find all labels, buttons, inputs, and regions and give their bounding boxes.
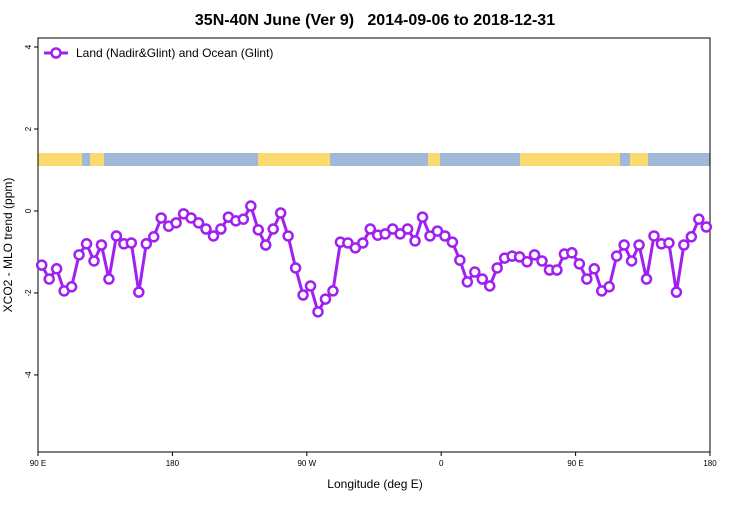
data-point xyxy=(357,237,369,249)
x-axis-label: Longitude (deg E) xyxy=(327,477,422,491)
x-tick-label: 90 E xyxy=(567,459,583,468)
data-point xyxy=(267,223,279,235)
data-point xyxy=(207,230,220,242)
data-point xyxy=(640,273,653,285)
data-point xyxy=(170,217,182,229)
land-ocean-strip xyxy=(38,153,710,166)
data-point xyxy=(327,285,339,297)
land-band xyxy=(38,153,82,166)
data-point xyxy=(88,255,100,267)
data-point xyxy=(274,207,287,219)
x-tick-label: 90 W xyxy=(297,459,316,468)
data-point xyxy=(670,286,683,298)
data-point xyxy=(416,211,429,223)
data-point xyxy=(618,239,630,251)
data-point xyxy=(304,280,317,292)
data-point xyxy=(446,236,459,248)
data-point xyxy=(678,239,690,251)
data-point xyxy=(237,213,250,225)
x-tick-label: 180 xyxy=(166,459,180,468)
data-point xyxy=(200,223,212,235)
data-point xyxy=(110,230,123,242)
data-point xyxy=(140,238,153,250)
data-point xyxy=(289,262,302,274)
data-point xyxy=(80,238,93,250)
data-point xyxy=(625,255,638,267)
x-tick-label: 90 E xyxy=(30,459,46,468)
data-point xyxy=(35,259,48,271)
data-point xyxy=(536,255,548,267)
data-point xyxy=(566,247,578,259)
data-point xyxy=(461,276,474,288)
data-point xyxy=(633,239,645,251)
data-point xyxy=(700,221,713,233)
y-tick-label: 4 xyxy=(24,44,33,49)
data-point xyxy=(648,230,660,242)
data-point xyxy=(319,293,332,305)
data-point xyxy=(192,217,205,229)
data-point xyxy=(297,289,309,301)
data-point xyxy=(469,266,481,278)
data-point xyxy=(252,224,265,236)
land-band xyxy=(630,153,648,166)
data-point xyxy=(43,273,55,285)
land-band xyxy=(520,153,620,166)
data-point xyxy=(528,249,541,261)
data-point xyxy=(581,273,593,285)
land-band xyxy=(428,153,440,166)
legend-label: Land (Nadir&Glint) and Ocean (Glint) xyxy=(76,46,273,60)
data-point xyxy=(245,200,257,212)
data-point xyxy=(521,256,533,268)
data-point xyxy=(65,281,78,293)
data-point xyxy=(409,235,421,247)
data-point xyxy=(439,230,451,242)
legend-marker xyxy=(50,47,62,59)
data-point xyxy=(454,254,466,266)
y-tick-label: 0 xyxy=(24,208,33,213)
data-point xyxy=(491,262,503,274)
x-tick-label: 180 xyxy=(703,459,717,468)
data-point xyxy=(476,273,489,285)
plot-frame xyxy=(37,37,711,453)
data-point xyxy=(259,239,272,251)
legend: Land (Nadir&Glint) and Ocean (Glint) xyxy=(44,46,273,60)
data-point xyxy=(103,273,115,285)
data-point xyxy=(693,213,705,225)
data-point xyxy=(73,249,85,261)
y-tick-label: -4 xyxy=(24,371,33,379)
data-point xyxy=(125,237,138,249)
land-band xyxy=(90,153,104,166)
data-point xyxy=(663,237,675,249)
data-point xyxy=(610,250,623,262)
data-point xyxy=(685,231,698,243)
data-point xyxy=(573,258,586,270)
data-point xyxy=(401,223,414,235)
data-point xyxy=(282,230,294,242)
land-band xyxy=(258,153,330,166)
data-point xyxy=(215,223,227,235)
x-tick-label: 0 xyxy=(439,459,444,468)
data-point xyxy=(147,231,160,243)
data-point xyxy=(50,263,63,275)
data-point xyxy=(155,212,167,224)
data-point xyxy=(603,281,615,293)
data-point xyxy=(95,239,108,251)
chart-title: 35N-40N June (Ver 9) 2014-09-06 to 2018-… xyxy=(195,12,555,29)
data-point xyxy=(551,264,563,276)
data-point xyxy=(588,263,601,275)
data-point xyxy=(364,223,377,235)
data-point xyxy=(133,286,145,298)
data-point xyxy=(483,280,496,292)
y-tick-label: -2 xyxy=(24,289,33,297)
y-axis-label: XCO2 - MLO trend (ppm) xyxy=(1,178,15,313)
y-tick-label: 2 xyxy=(24,126,33,131)
data-point xyxy=(312,306,324,318)
